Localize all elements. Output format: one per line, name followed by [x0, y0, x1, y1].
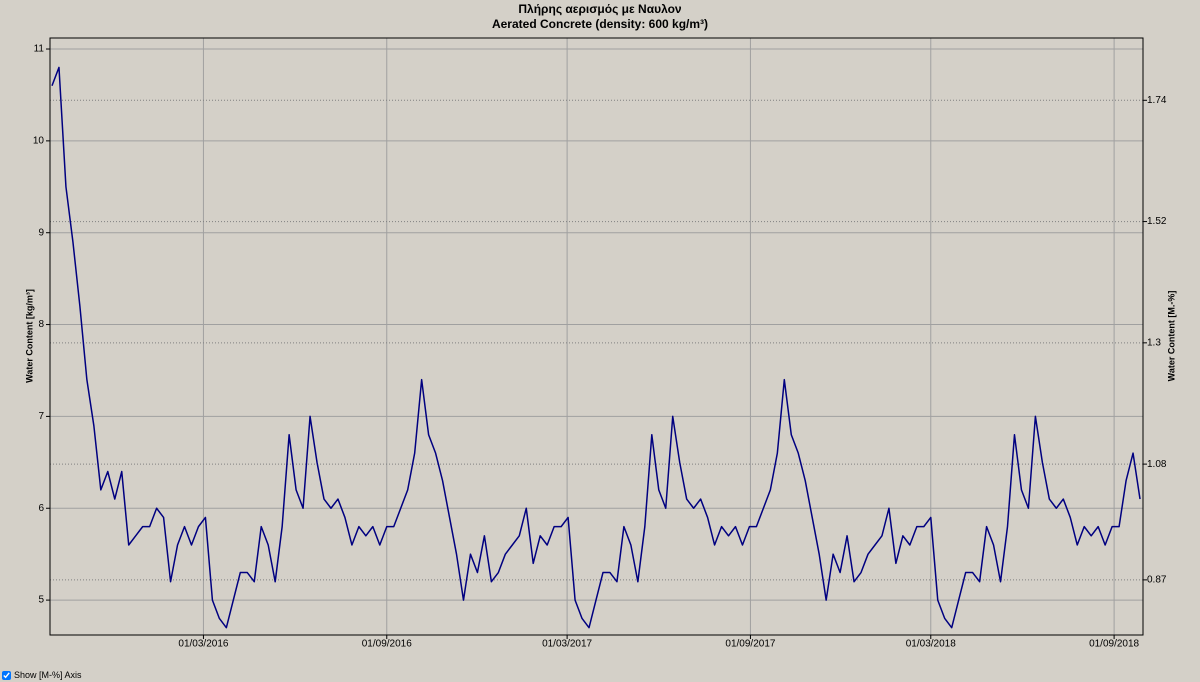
chart-title: Πλήρης αερισμός με Ναυλον	[518, 2, 682, 16]
y-tick-label: 9	[38, 227, 44, 238]
y-tick-label: 11	[34, 44, 45, 55]
x-tick-label: 01/03/2016	[178, 639, 228, 650]
checkbox[interactable]	[2, 670, 11, 680]
y-axis-label: Water Content [kg/m³]	[24, 289, 34, 383]
chart-subtitle: Aerated Concrete (density: 600 kg/m³)	[492, 17, 708, 31]
y-tick-label: 6	[38, 503, 44, 514]
y2-tick-label: 1.3	[1147, 337, 1161, 348]
x-tick-label: 01/09/2017	[725, 639, 775, 650]
data-line	[51, 66, 1141, 629]
x-tick-label: 01/09/2018	[1089, 639, 1139, 650]
checkbox-row[interactable]: Show [M-%] Axis	[0, 670, 82, 680]
y2-tick-label: 1.74	[1147, 95, 1167, 106]
y-tick-label: 8	[38, 319, 44, 330]
y2-axis-label: Water Content [M.-%]	[1166, 291, 1176, 382]
checkbox-label: Show [M-%] Axis	[14, 670, 82, 680]
x-tick-label: 01/03/2017	[542, 639, 592, 650]
x-tick-label: 01/09/2016	[362, 639, 412, 650]
y-tick-label: 5	[38, 595, 44, 606]
plot-border	[49, 37, 1144, 636]
plot-area	[50, 38, 1143, 635]
y2-tick-label: 0.87	[1147, 575, 1167, 586]
x-tick-label: 01/03/2018	[906, 639, 956, 650]
y-tick-label: 7	[38, 411, 44, 422]
y2-tick-label: 1.08	[1147, 459, 1167, 470]
y-tick-label: 10	[33, 136, 45, 147]
y2-tick-label: 1.52	[1147, 216, 1167, 227]
